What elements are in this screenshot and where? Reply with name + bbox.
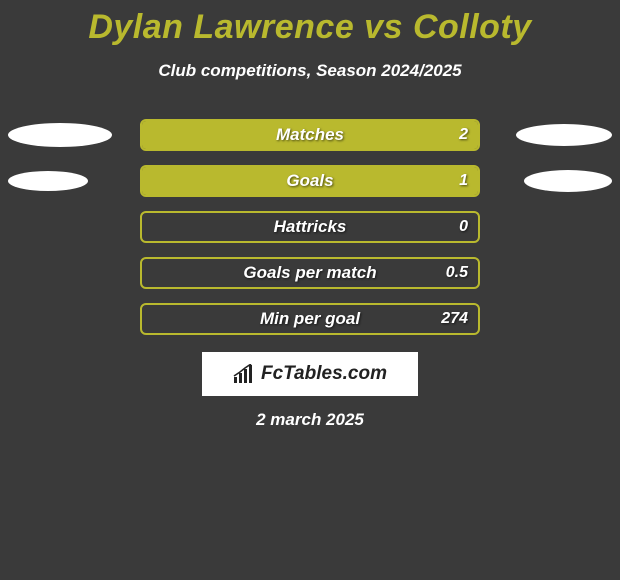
stat-row: Matches2 [0,112,620,158]
player-left-marker [8,171,88,191]
stat-label: Min per goal [142,309,478,329]
player-right-marker [516,124,612,146]
logo: FcTables.com [233,363,387,385]
stat-value: 0.5 [446,264,468,282]
stat-bar: Goals1 [140,165,480,197]
page-subtitle: Club competitions, Season 2024/2025 [0,61,620,81]
stat-row: Goals1 [0,158,620,204]
stat-bar: Hattricks0 [140,211,480,243]
stat-row: Min per goal274 [0,296,620,342]
comparison-infographic: Dylan Lawrence vs Colloty Club competiti… [0,0,620,580]
player-right-marker [524,170,612,192]
stat-row: Goals per match0.5 [0,250,620,296]
date-text: 2 march 2025 [0,410,620,430]
stat-bar: Min per goal274 [140,303,480,335]
stat-value: 274 [441,310,468,328]
logo-text: FcTables.com [261,363,387,385]
logo-box: FcTables.com [202,352,418,396]
player-left-marker [8,123,112,147]
stat-label: Hattricks [142,217,478,237]
stat-bar: Goals per match0.5 [140,257,480,289]
bar-chart-icon [233,364,257,384]
stat-bar: Matches2 [140,119,480,151]
stat-value: 0 [459,218,468,236]
stat-bar-fill [142,121,478,149]
stat-bar-fill [142,167,478,195]
stat-label: Goals per match [142,263,478,283]
stat-row: Hattricks0 [0,204,620,250]
page-title: Dylan Lawrence vs Colloty [0,0,620,47]
